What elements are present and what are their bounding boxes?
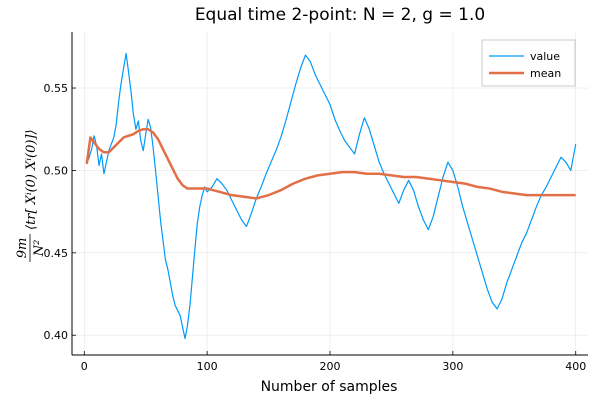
y-tick-label: 0.55 <box>44 82 69 95</box>
series-line-mean <box>85 127 576 200</box>
x-tick-label: 400 <box>565 360 586 373</box>
y-tick-label: 0.45 <box>44 247 69 260</box>
x-axis-label: Number of samples <box>261 379 398 395</box>
y-axis-label-body: ⟨tr[ Xⁱ(0) Xⁱ(0)]⟩ <box>24 129 39 230</box>
tick-labels: 0 100 200 300 400 0.40 0.45 0.50 0.55 <box>44 82 587 373</box>
x-tick-label: 0 <box>81 360 88 373</box>
y-axis-label-numerator: 9m <box>15 238 30 259</box>
series-line-value <box>86 52 577 340</box>
legend: value mean <box>481 39 576 87</box>
legend-label-value: value <box>530 50 560 63</box>
x-tick-label: 100 <box>197 360 218 373</box>
x-tick-label: 200 <box>320 360 341 373</box>
axes <box>71 32 588 356</box>
chart-title: Equal time 2-point: N = 2, g = 1.0 <box>195 5 485 25</box>
y-axis-label-denominator: N² <box>32 240 47 258</box>
legend-label-mean: mean <box>530 67 561 80</box>
series-layer <box>85 52 577 340</box>
grid <box>72 32 588 355</box>
y-tick-label: 0.50 <box>44 164 69 177</box>
legend-box <box>481 39 576 87</box>
y-axis-label: 9m N² ⟨tr[ Xⁱ(0) Xⁱ(0)]⟩ <box>15 129 47 262</box>
y-tick-label: 0.40 <box>44 329 69 342</box>
x-tick-label: 300 <box>442 360 463 373</box>
